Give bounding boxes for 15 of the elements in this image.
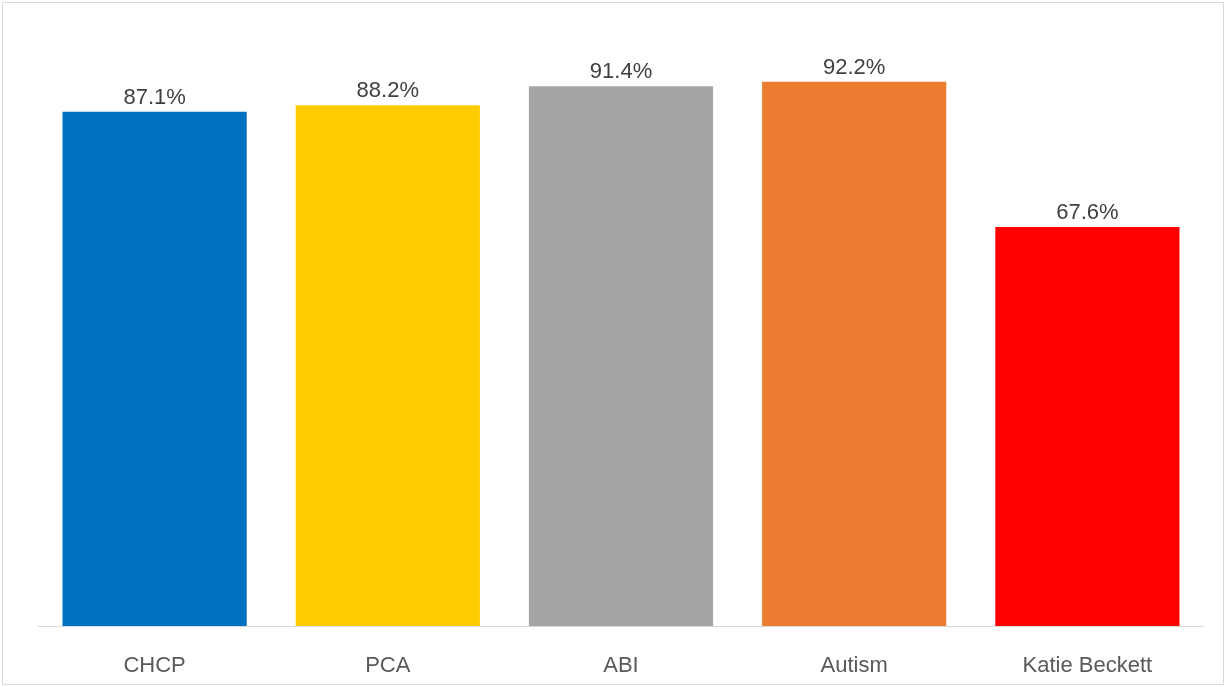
x-tick-label: CHCP (123, 651, 186, 677)
bar (762, 81, 947, 626)
data-label: 91.4% (589, 58, 653, 84)
x-tick-label: Katie Beckett (1022, 651, 1153, 677)
data-label: 87.1% (123, 83, 186, 109)
bar (62, 111, 247, 626)
data-label: 67.6% (1056, 198, 1119, 224)
x-tick-label: PCA (365, 651, 411, 677)
data-label: 88.2% (356, 77, 419, 103)
data-label: 92.2% (823, 53, 886, 79)
bar (295, 105, 480, 626)
bar (995, 226, 1180, 626)
x-tick-label: ABI (603, 651, 639, 677)
x-tick-label: Autism (820, 651, 888, 677)
bar (528, 86, 714, 626)
